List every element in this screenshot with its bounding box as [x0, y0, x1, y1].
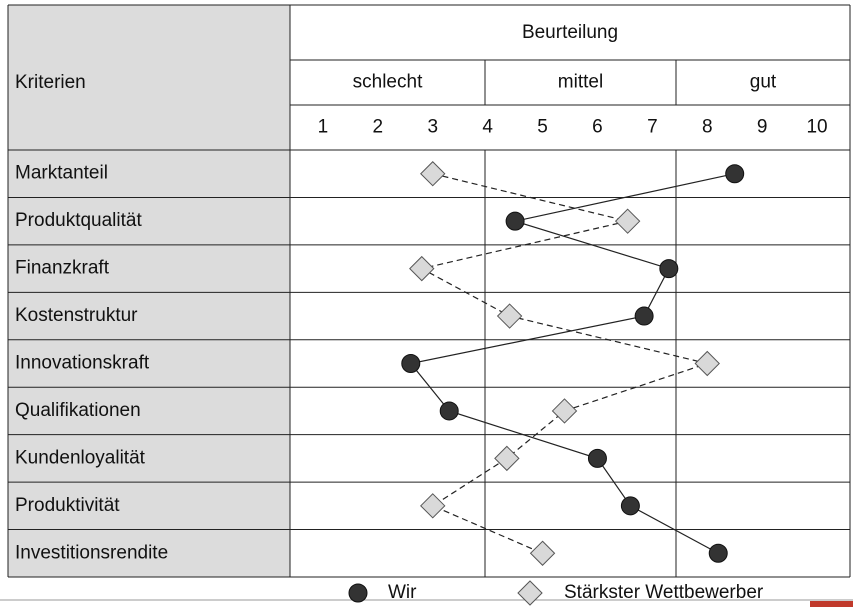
x-tick-label: 5: [537, 117, 548, 138]
point: [694, 350, 720, 377]
group-label: mittel: [558, 72, 603, 93]
legend-marker: [517, 580, 543, 606]
point: [529, 540, 556, 566]
x-tick-label: 4: [482, 117, 493, 138]
point: [420, 161, 446, 187]
x-tick-label: 8: [702, 117, 713, 138]
row-header: Kriterien: [15, 72, 86, 93]
point: [551, 398, 578, 424]
point: [634, 306, 654, 326]
point: [725, 164, 745, 184]
x-tick-label: 1: [318, 117, 329, 138]
point: [439, 401, 459, 421]
point: [505, 211, 525, 231]
category-label: Investitionsrendite: [15, 542, 168, 563]
category-label: Innovationskraft: [15, 353, 150, 374]
category-label: Kostenstruktur: [15, 305, 138, 326]
point: [587, 448, 607, 468]
x-tick-label: 7: [647, 117, 658, 138]
category-label: Marktanteil: [15, 163, 108, 184]
point: [401, 354, 421, 373]
point: [496, 303, 523, 329]
footer-accent: [810, 601, 853, 607]
category-label: Produktqualität: [15, 210, 142, 231]
header: Beurteilung: [522, 22, 618, 43]
category-label: Kundenloyalität: [15, 447, 146, 468]
point: [620, 496, 640, 516]
x-tick-label: 9: [757, 117, 768, 138]
group-label: gut: [750, 72, 777, 93]
legend-label: Wir: [388, 582, 417, 603]
category-label: Qualifikationen: [15, 400, 141, 421]
legend-label: Stärkster Wettbewerber: [564, 582, 764, 603]
legend-marker: [348, 583, 368, 603]
point: [409, 255, 435, 282]
point: [614, 208, 641, 234]
series-line: [409, 173, 735, 554]
point: [420, 493, 446, 519]
point: [659, 259, 679, 279]
x-tick-label: 6: [592, 117, 603, 138]
category-label: Finanzkraft: [15, 258, 110, 279]
series-line: [420, 173, 710, 554]
x-tick-label: 10: [806, 117, 827, 138]
point: [494, 445, 520, 472]
x-tick-label: 3: [427, 117, 438, 138]
point: [708, 543, 728, 563]
group-label: schlecht: [353, 72, 423, 93]
x-tick-label: 2: [373, 117, 384, 138]
category-label: Produktivität: [15, 495, 120, 516]
